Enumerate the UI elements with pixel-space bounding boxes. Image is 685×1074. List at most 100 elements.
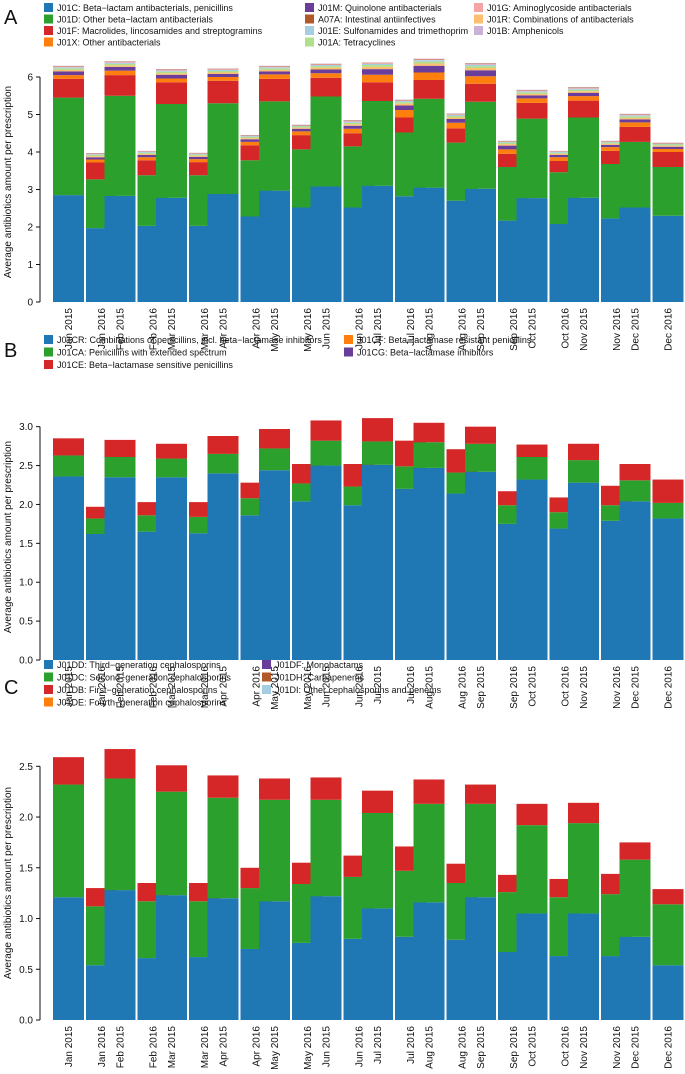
x-tick-label: Aug 2016 xyxy=(458,308,469,351)
x-tick-label: Sep 2016 xyxy=(509,308,520,351)
bar-segment xyxy=(104,75,136,96)
legend-swatch xyxy=(44,697,53,707)
x-tick-label: May 2015 xyxy=(270,1026,281,1070)
bar-segment xyxy=(86,156,117,158)
bar-segment xyxy=(413,61,445,64)
bar-segment xyxy=(465,70,496,77)
bar-segment xyxy=(156,458,187,478)
legend-entry: J01DH: Carbapenems xyxy=(275,673,365,683)
bar-segment xyxy=(310,799,342,897)
bar-segment xyxy=(104,65,136,67)
bar-segment xyxy=(292,126,323,128)
bar-segment xyxy=(104,62,136,64)
bar-segment xyxy=(652,965,684,1020)
y-tick-label: 2 xyxy=(27,223,33,234)
bar-segment xyxy=(156,765,187,792)
bar-segment xyxy=(568,823,599,914)
x-tick-label: Apr 2015 xyxy=(219,1026,230,1067)
bar-segment xyxy=(310,777,342,800)
bar-segment xyxy=(137,157,169,161)
bar-segment xyxy=(259,799,290,902)
bar-segment xyxy=(516,118,548,199)
x-tick-label: Dec 2015 xyxy=(631,1026,642,1069)
y-tick-label: 6 xyxy=(27,73,33,84)
legend-entry: J01X: Other antibacterials xyxy=(57,38,161,48)
x-tick-label: Apr 2016 xyxy=(252,666,263,707)
x-tick-label: Jan 2016 xyxy=(97,666,108,708)
bar-segment xyxy=(310,186,342,302)
bar-segment xyxy=(53,195,84,302)
bar-segment xyxy=(259,901,290,1020)
bar-segment xyxy=(156,70,187,72)
bar-segment xyxy=(568,87,599,89)
legend-entry: J01E: Sulfonamides and trimethoprim xyxy=(318,26,468,36)
bar-segment xyxy=(240,137,272,139)
bar-segment xyxy=(343,120,375,122)
bar-segment xyxy=(156,443,187,459)
x-tick-label: Oct 2015 xyxy=(528,308,539,349)
bar-segment xyxy=(53,97,84,196)
bar-segment xyxy=(601,141,632,143)
bar-segment xyxy=(498,142,529,145)
bar-segment xyxy=(362,82,393,101)
bar-segment xyxy=(137,152,169,153)
bar-segment xyxy=(516,198,548,302)
bar-segment xyxy=(207,71,239,73)
x-tick-label: Oct 2015 xyxy=(528,666,539,707)
bar-segment xyxy=(601,143,632,145)
x-tick-label: Sep 2015 xyxy=(476,666,487,709)
legend-entry: A07A: Intestinal antiinfectives xyxy=(318,15,436,25)
legend-swatch xyxy=(44,360,53,369)
x-tick-label: Sep 2015 xyxy=(476,1026,487,1069)
x-tick-label: May 2015 xyxy=(270,308,281,352)
legend-entry: J01CG: Beta−lactamase inhibitors xyxy=(357,348,494,358)
bar-segment xyxy=(207,797,239,899)
bar-segment xyxy=(652,889,684,905)
bar-segment xyxy=(465,471,496,660)
bar-segment xyxy=(362,790,393,813)
bar-segment xyxy=(259,190,290,302)
bar-segment xyxy=(652,479,684,503)
bar-segment xyxy=(413,98,445,188)
x-tick-label: Dec 2015 xyxy=(631,666,642,709)
x-tick-label: Oct 2016 xyxy=(561,1026,572,1067)
bar-segment xyxy=(549,155,581,158)
bar-segment xyxy=(465,101,496,189)
bar-segment xyxy=(207,898,239,1020)
bar-segment xyxy=(465,426,496,444)
x-tick-label: Sep 2016 xyxy=(509,666,520,709)
bar-segment xyxy=(207,103,239,194)
bar-segment xyxy=(568,913,599,1020)
bar-segment xyxy=(446,122,478,129)
bar-segment xyxy=(362,185,393,302)
bar-segment xyxy=(259,778,290,800)
bar-segment xyxy=(310,420,342,441)
bar-segment xyxy=(619,842,651,860)
bar-segment xyxy=(362,66,393,70)
x-tick-label: Mar 2016 xyxy=(200,1026,211,1069)
bar-segment xyxy=(362,65,393,67)
bar-segment xyxy=(362,464,393,660)
bar-segment xyxy=(601,144,632,148)
bar-segment xyxy=(156,104,187,198)
bar-segment xyxy=(207,473,239,660)
bar-segment xyxy=(516,913,548,1020)
bar-segment xyxy=(240,141,272,146)
bar-segment xyxy=(240,138,272,140)
bar-segment xyxy=(446,117,478,119)
bar-segment xyxy=(240,136,272,137)
y-tick-label: 3.0 xyxy=(19,422,33,433)
bar-segment xyxy=(189,159,220,163)
bar-segment xyxy=(516,102,548,119)
x-tick-label: Aug 2016 xyxy=(458,1026,469,1069)
bar-segment xyxy=(53,67,84,69)
bar-segment xyxy=(343,125,375,129)
bar-segment xyxy=(86,155,117,157)
bar-segment xyxy=(310,67,342,70)
bar-segment xyxy=(516,91,548,93)
bar-segment xyxy=(516,457,548,480)
bar-segment xyxy=(362,812,393,909)
bar-segment xyxy=(619,859,651,937)
legend-swatch xyxy=(474,26,483,35)
